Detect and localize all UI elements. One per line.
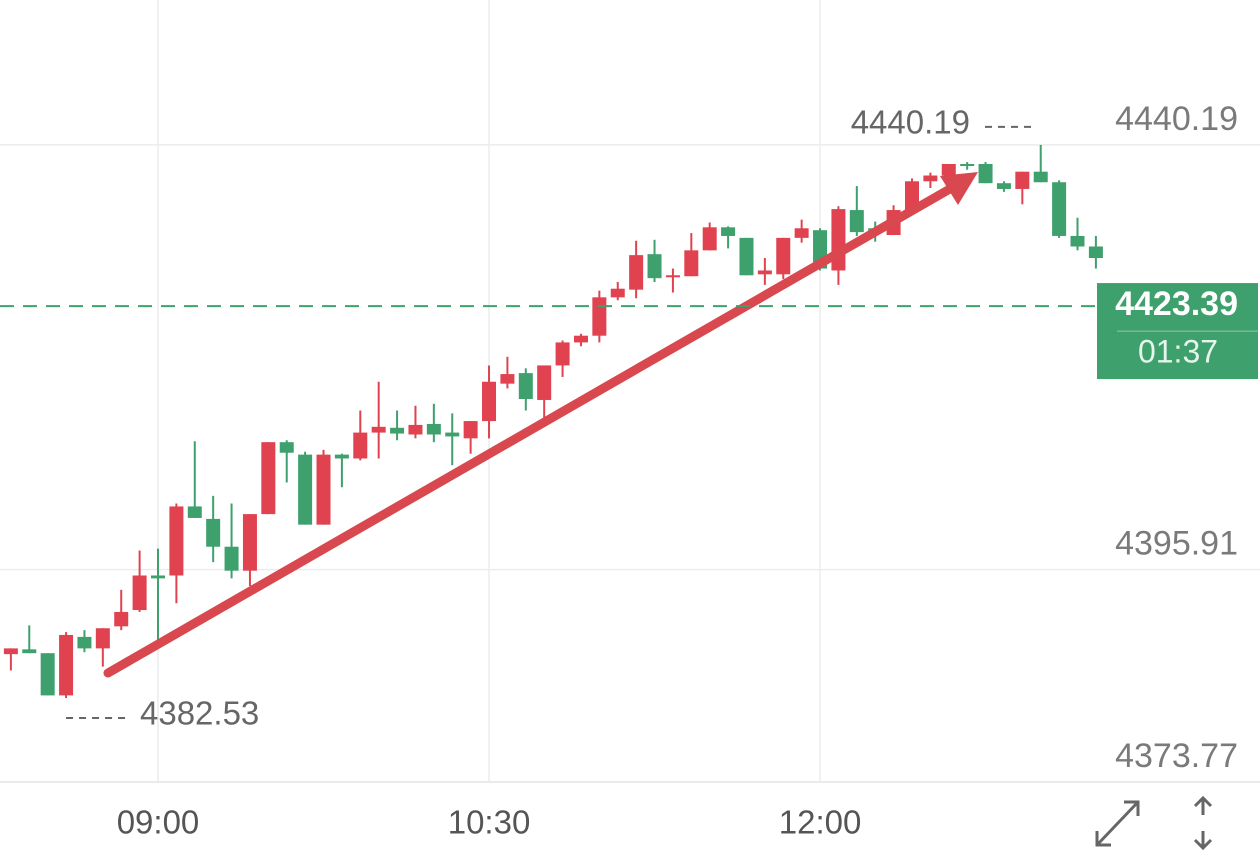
candle-body [353,432,368,459]
candle-body [169,506,184,576]
candle-body [996,183,1011,189]
candle-body [132,575,147,611]
trend-arrow [103,181,960,678]
candle-body [960,164,975,167]
candle-body [721,227,736,236]
candle-body [59,634,74,696]
y-tick-label: 4395.91 [1115,525,1238,563]
plot-area [0,0,1260,783]
y-tick-label: 4373.77 [1115,737,1238,775]
candle-body [445,432,460,437]
candle-body [831,209,846,271]
candle-body [279,442,294,453]
candle-body [1070,235,1085,247]
candle-body [573,335,588,343]
trend-arrow-head [940,172,978,205]
candle-body [463,421,478,439]
x-tick-label: 12:00 [779,804,862,841]
candle-body [794,228,809,238]
scale-icon[interactable] [1193,795,1213,851]
y-tick-label: 4440.19 [1115,100,1238,138]
candle-body [665,275,680,278]
candle-body [1015,171,1030,189]
candle-body [1052,182,1067,236]
candle-body [95,628,110,649]
candle-body [923,175,938,182]
candle-body [426,423,441,435]
countdown-label: 01:37 [1138,334,1218,370]
candle-body [3,648,18,655]
candle-body [610,288,625,298]
candle-body [371,426,386,433]
min-marker-label: 4382.53 [140,695,259,732]
candle-body [390,427,405,434]
candle-body [776,237,791,275]
candle-body [629,255,644,290]
last-price-label: 4423.39 [1115,285,1238,323]
candle-body [77,636,92,649]
candle-body [500,374,515,384]
candle-body [757,270,772,275]
candle-body [647,254,662,279]
candle-body [40,653,55,696]
candle-body [261,442,276,515]
candle-body [151,575,165,579]
candle-body [187,506,202,518]
candle-body [592,297,607,336]
candle-body [316,454,331,525]
candle-body [22,649,37,654]
candle-body [1033,171,1048,183]
candle-body [1088,246,1103,259]
expand-icon[interactable] [1095,800,1140,847]
x-tick-label: 09:00 [117,804,200,841]
candle-body [978,164,993,184]
candle-body [206,518,221,547]
candle-body [334,454,349,459]
candle-body [555,342,570,366]
candle-body [482,381,497,422]
candle-body [739,237,754,276]
candle-body [298,454,313,525]
candle-body [224,546,239,571]
candle-body [941,164,956,176]
candle-body [684,250,699,277]
x-tick-label: 10:30 [448,804,531,841]
candle-body [114,611,129,627]
max-marker-label: 4440.19 [851,104,970,141]
candle-body [242,514,257,571]
candle-body [518,373,533,400]
candle-body [904,181,919,211]
candle-body [702,227,717,251]
candle-body [537,365,552,400]
candle-body [408,424,423,435]
candle-body [849,210,864,233]
